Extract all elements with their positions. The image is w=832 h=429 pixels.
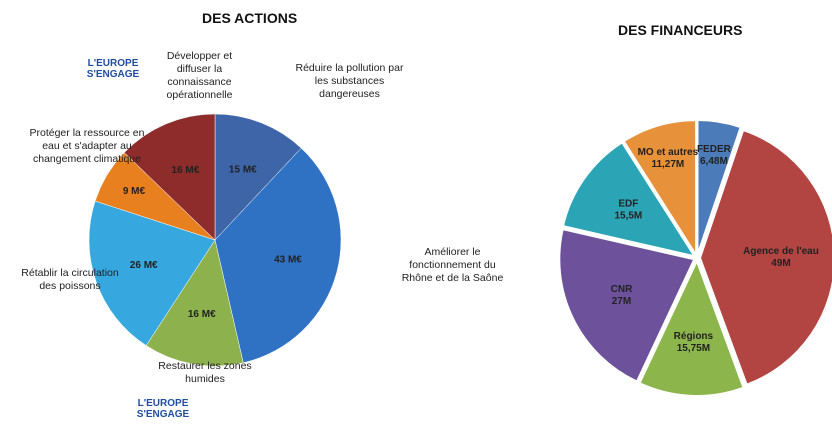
value-label: 9 M€ <box>123 186 146 197</box>
category-label: Réduire la pollution par les substances … <box>295 62 404 100</box>
category-label: Régions <box>674 331 714 342</box>
pie-slice <box>88 200 216 346</box>
category-label: Protéger la ressource en eau et s'adapte… <box>29 127 145 165</box>
logo-text: S'ENGAGE <box>136 409 190 420</box>
pie-slice <box>561 140 697 258</box>
logo-text: L'EUROPE <box>137 398 189 409</box>
category-label: Améliorer le fonctionnement du Rhône et … <box>401 246 504 284</box>
category-label: CNR <box>611 283 633 294</box>
value-label: 27M <box>612 295 631 306</box>
pie-slice <box>622 119 698 259</box>
value-label: 16 M€ <box>188 309 216 320</box>
slice-label: Régions 15,75M <box>674 331 714 354</box>
slice-label: FEDER 6,48M <box>697 144 732 167</box>
slice-label: CNR 27M <box>611 283 633 306</box>
category-label: Développer et diffuser la connaissance o… <box>166 50 233 101</box>
pie-slice <box>214 147 342 364</box>
logo: L'EUROPE S'ENGAGE <box>128 398 198 420</box>
pie-slice <box>123 113 216 241</box>
value-label: 43 M€ <box>274 254 302 265</box>
category-label: Rétablir la circulation des poissons <box>21 267 119 292</box>
category-label: EDF <box>618 198 638 209</box>
logo-text: S'ENGAGE <box>86 69 140 80</box>
logo: L'EUROPE S'ENGAGE <box>78 58 148 80</box>
value-label: 11,27M <box>651 159 684 170</box>
slice-label: EDF 15,5M <box>614 198 642 221</box>
chart-title: DES ACTIONS <box>202 10 298 26</box>
category-label: FEDER <box>697 144 732 155</box>
value-label: 49M <box>771 258 790 269</box>
pie-slice <box>145 239 244 367</box>
category-label: Restaurer les zones humides <box>158 360 252 385</box>
value-label: 26 M€ <box>130 260 158 271</box>
pie-slice <box>558 227 696 383</box>
category-label: Agence de l'eau <box>743 246 819 257</box>
pie-slice <box>638 258 745 397</box>
value-label: 16 M€ <box>172 165 200 176</box>
chart-title: DES FINANCEURS <box>618 22 743 38</box>
pie-slice <box>696 119 742 256</box>
value-label: 15,5M <box>614 210 642 221</box>
pie-slice <box>698 128 832 386</box>
value-label: 15 M€ <box>229 164 257 175</box>
value-label: 6,48M <box>700 156 728 167</box>
logo-text: L'EUROPE <box>87 58 139 69</box>
value-label: 15,75M <box>677 343 710 354</box>
pie-slice <box>214 113 302 241</box>
category-label: MO et autres <box>638 147 699 158</box>
slice-label: MO et autres 11,27M <box>638 147 699 170</box>
slice-label: Agence de l'eau 49M <box>743 246 819 269</box>
